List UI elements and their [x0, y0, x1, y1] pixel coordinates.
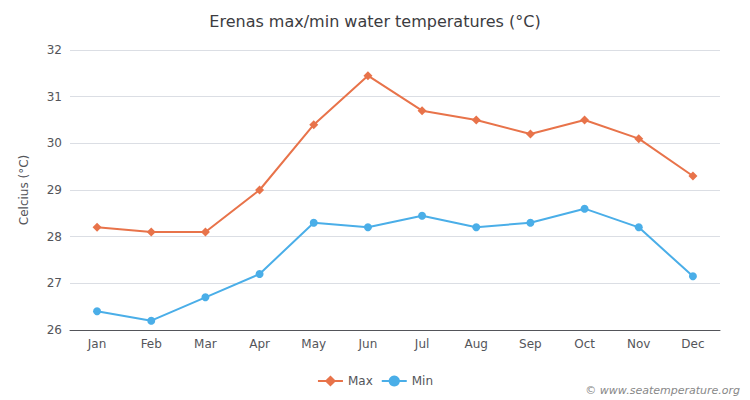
svg-text:Feb: Feb	[141, 337, 162, 351]
svg-text:Jun: Jun	[358, 337, 378, 351]
svg-text:Sep: Sep	[519, 337, 542, 351]
svg-text:Mar: Mar	[194, 337, 217, 351]
svg-text:Nov: Nov	[627, 337, 650, 351]
svg-text:28: 28	[47, 230, 62, 244]
svg-text:29: 29	[47, 183, 62, 197]
svg-text:Celcius (°C): Celcius (°C)	[17, 155, 31, 225]
svg-text:Oct: Oct	[574, 337, 595, 351]
svg-text:32: 32	[47, 43, 62, 57]
svg-text:Dec: Dec	[681, 337, 704, 351]
svg-text:Jan: Jan	[87, 337, 107, 351]
svg-text:Aug: Aug	[465, 337, 488, 351]
svg-text:Max: Max	[348, 374, 373, 388]
svg-text:26: 26	[47, 323, 62, 337]
svg-text:Apr: Apr	[249, 337, 270, 351]
svg-text:30: 30	[47, 136, 62, 150]
svg-text:27: 27	[47, 276, 62, 290]
svg-text:Min: Min	[412, 374, 433, 388]
svg-text:31: 31	[47, 90, 62, 104]
svg-text:© www.seatemperature.org: © www.seatemperature.org	[585, 384, 740, 397]
svg-text:Erenas max/min water temperatu: Erenas max/min water temperatures (°C)	[209, 12, 540, 31]
svg-text:May: May	[301, 337, 326, 351]
svg-text:Jul: Jul	[414, 337, 429, 351]
